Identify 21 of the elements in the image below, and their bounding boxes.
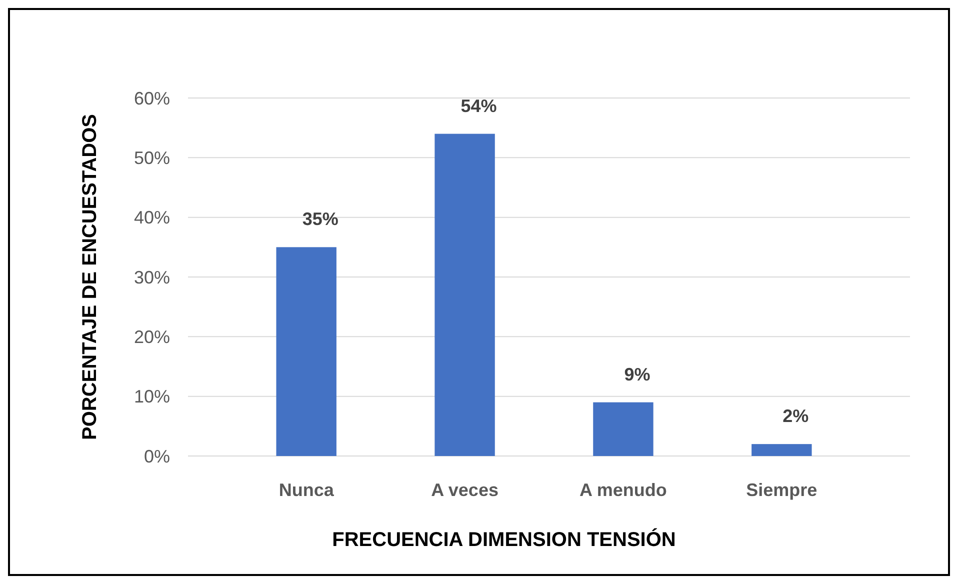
y-tick-label: 20% (134, 326, 170, 347)
x-tick-label: Nunca (278, 480, 335, 500)
data-label: 54% (460, 96, 497, 116)
bar (434, 134, 495, 456)
data-label: 9% (624, 364, 650, 384)
bar (593, 402, 654, 456)
x-axis-title: FRECUENCIA DIMENSION TENSIÓN (332, 528, 676, 551)
bar (752, 444, 812, 456)
y-tick-label: 0% (144, 446, 170, 466)
y-tick-label: 50% (134, 148, 170, 168)
y-tick-label: 30% (134, 267, 170, 288)
y-axis-title: PORCENTAJE DE ENCUESTADOS (79, 114, 101, 440)
y-tick-label: 10% (134, 386, 170, 407)
x-tick-label: A veces (431, 480, 498, 500)
data-label: 2% (782, 406, 809, 426)
bar (276, 247, 336, 456)
x-tick-label: Siempre (746, 480, 818, 500)
y-tick-label: 60% (134, 88, 170, 108)
x-tick-label: A menudo (580, 480, 667, 500)
y-tick-label: 40% (134, 208, 170, 228)
data-label: 35% (302, 209, 338, 230)
